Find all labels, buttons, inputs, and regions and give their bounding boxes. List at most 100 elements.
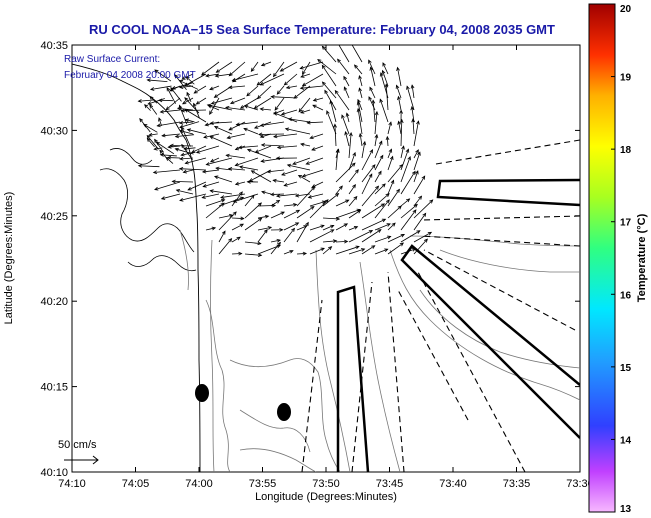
current-vector: [299, 109, 311, 114]
current-vector: [322, 239, 338, 243]
current-vector: [283, 73, 298, 86]
current-vector: [361, 218, 387, 231]
current-vector: [209, 121, 233, 126]
current-vector: [387, 233, 406, 243]
current-vector: [348, 226, 359, 231]
current-vector: [322, 224, 335, 231]
current-vector: [361, 203, 386, 219]
current-vector: [312, 97, 324, 102]
current-vector: [270, 238, 281, 243]
current-vector: [387, 155, 394, 171]
current-vector: [182, 169, 194, 174]
current-vector: [348, 131, 353, 159]
current-vector: [154, 138, 164, 153]
current-vector: [361, 245, 376, 255]
radar-beam-outlines: [336, 178, 580, 472]
current-vector: [276, 85, 285, 95]
current-vector: [238, 165, 259, 171]
current-vector: [273, 133, 298, 139]
current-vector: [148, 132, 158, 137]
current-vector: [137, 163, 160, 168]
coastline-inlet: [99, 168, 195, 253]
current-vector: [201, 169, 220, 174]
current-vector: [387, 148, 393, 159]
current-vector: [154, 181, 181, 191]
current-vector: [400, 198, 411, 207]
x-tick-label: 73:30: [566, 478, 594, 490]
current-vector: [186, 91, 192, 103]
colorbar-tick-label: 20: [620, 4, 632, 15]
current-vector: [281, 169, 298, 176]
coastline: [72, 63, 201, 472]
current-vector: [244, 202, 262, 219]
current-vector: [205, 157, 233, 166]
current-vector: [202, 181, 220, 188]
current-vector: [374, 248, 389, 255]
scale-arrow: [64, 455, 99, 465]
current-vector: [358, 87, 363, 99]
current-vector: [361, 149, 373, 171]
x-tick-label: 74:05: [122, 478, 150, 490]
current-vector: [258, 132, 285, 137]
current-vector: [270, 241, 281, 255]
current-vector: [228, 61, 246, 77]
current-vector: [201, 193, 220, 199]
current-vector: [253, 97, 272, 109]
current-vector: [358, 132, 363, 147]
current-vector: [275, 193, 298, 198]
current-vector: [296, 221, 309, 243]
current-vector: [257, 226, 273, 231]
current-vector: [192, 102, 200, 119]
current-vector: [413, 231, 433, 243]
current-vector: [300, 142, 311, 147]
current-vector: [368, 59, 376, 75]
current-vector: [374, 110, 379, 135]
current-vector: [335, 148, 340, 171]
current-vector: [180, 151, 196, 157]
x-tick-label: 73:50: [312, 478, 340, 490]
current-vector: [283, 227, 295, 243]
annotation-line-1: Raw Surface Current:: [64, 54, 160, 65]
current-vector: [396, 66, 402, 87]
current-vector: [259, 73, 285, 86]
current-vector: [400, 230, 421, 243]
current-vector: [351, 45, 363, 63]
current-vector: [348, 248, 366, 255]
current-vector: [152, 169, 181, 175]
current-vector: [272, 61, 285, 78]
current-vector: [309, 224, 325, 231]
current-vector: [309, 200, 327, 207]
current-vector: [399, 109, 404, 123]
current-vector: [410, 105, 415, 123]
current-vector: [283, 202, 298, 207]
current-vector: [343, 86, 350, 99]
current-vector: [317, 58, 337, 75]
y-tick-label: 40:35: [40, 40, 68, 52]
current-vector: [379, 98, 389, 123]
current-vector: [361, 229, 382, 243]
current-vector: [361, 173, 373, 195]
current-vector: [270, 94, 298, 99]
current-vector: [183, 146, 196, 151]
current-vector: [374, 170, 382, 183]
current-vector: [400, 148, 410, 171]
current-vector: [374, 133, 379, 147]
plot-area: [71, 44, 581, 473]
current-vector: [399, 118, 404, 147]
current-vector: [274, 97, 285, 111]
current-vector: [345, 112, 350, 123]
current-vector: [235, 121, 259, 127]
current-vector: [237, 145, 259, 150]
current-vector: [305, 157, 324, 165]
current-vector: [306, 120, 324, 125]
current-vector: [159, 149, 168, 160]
current-vector: [358, 74, 363, 87]
current-vector: [348, 184, 356, 195]
y-tick-label: 40:10: [40, 467, 68, 479]
current-vector: [309, 247, 325, 255]
current-vector: [413, 175, 426, 195]
colorbar-ticks: 13 14 15 16 17 18 19 20: [611, 3, 632, 515]
current-vector: [341, 114, 350, 135]
current-vector: [137, 99, 154, 103]
x-tick-label: 73:55: [249, 478, 277, 490]
